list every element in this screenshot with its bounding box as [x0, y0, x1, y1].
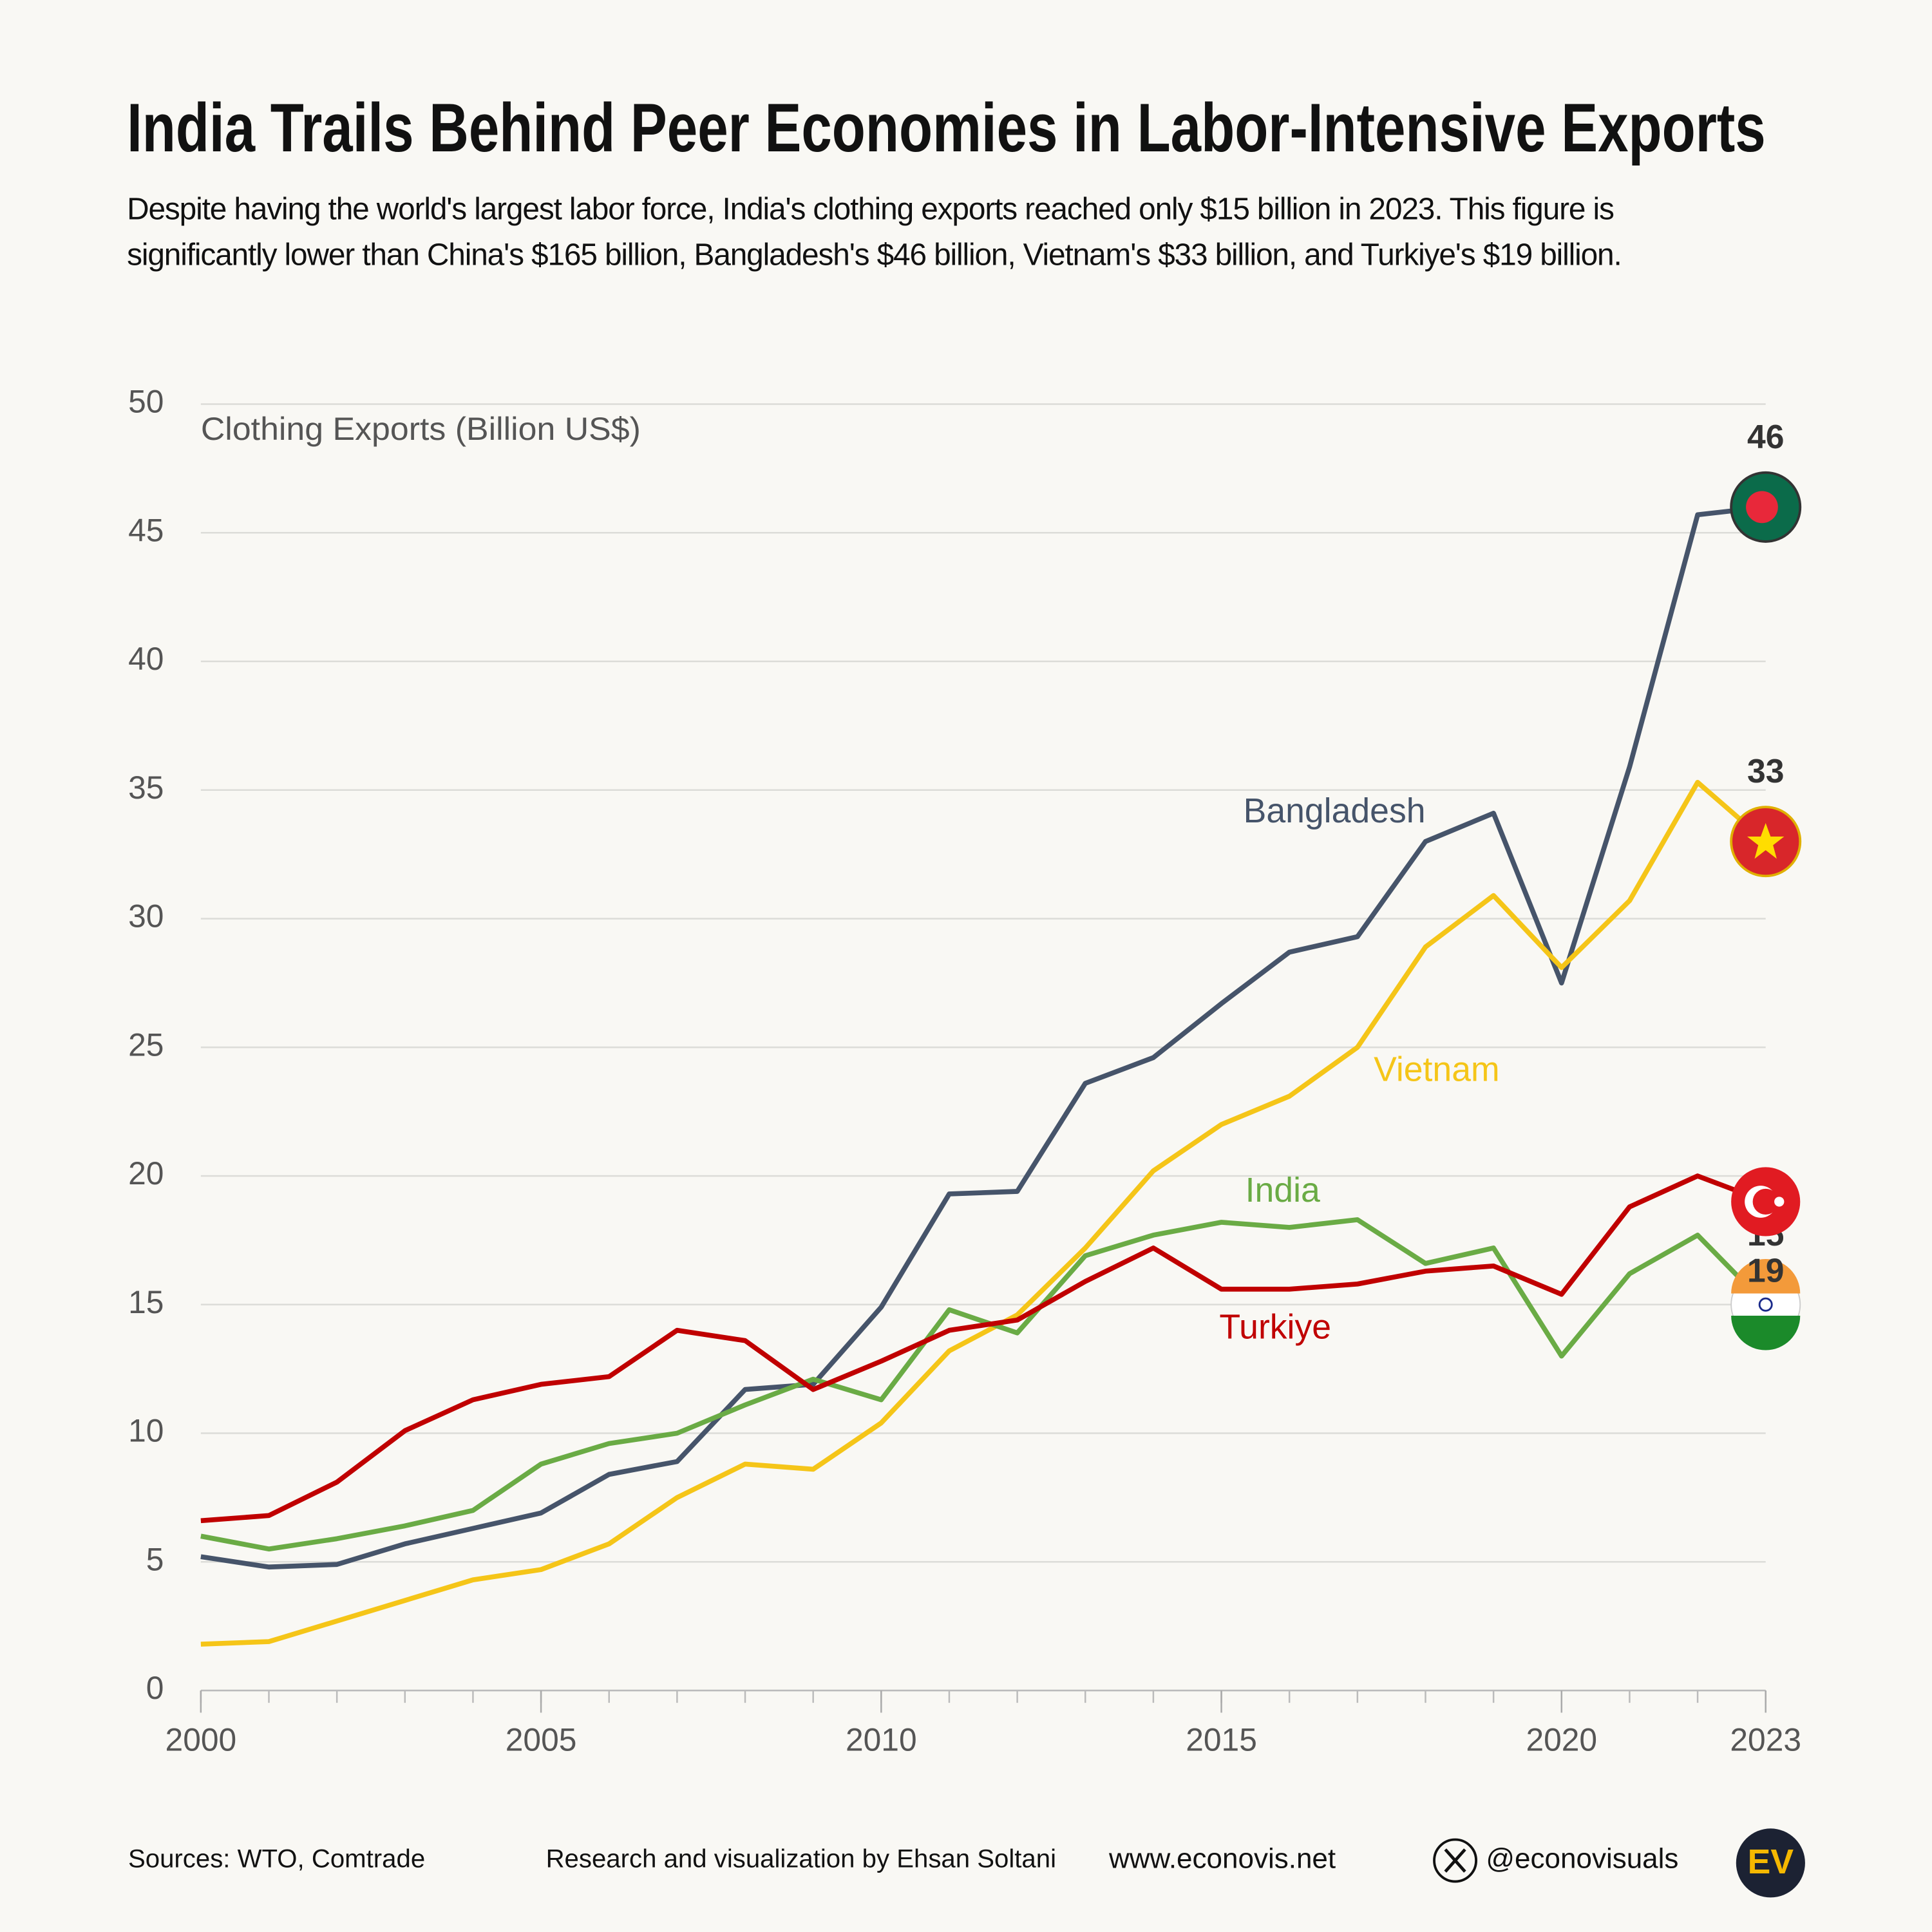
- x-tick-label: 2023: [1730, 1721, 1801, 1757]
- subtitle: Despite having the world's largest labor…: [127, 192, 1622, 272]
- y-tick-label: 20: [128, 1155, 164, 1191]
- flag-detail: [1731, 1258, 1801, 1294]
- handle: @econovisuals: [1486, 1843, 1678, 1875]
- y-tick-label: 50: [128, 384, 164, 420]
- x-icon: [1433, 1838, 1478, 1883]
- chart-title: India Trails Behind Peer Economies in La…: [127, 89, 1766, 166]
- end-value-label: 19: [1747, 1252, 1784, 1289]
- flag-detail: [1746, 491, 1778, 524]
- x-tick-label: 2005: [506, 1721, 577, 1757]
- series-line: [200, 1217, 1768, 1552]
- y-tick-label: 0: [146, 1670, 164, 1706]
- series-label: Turkiye: [1219, 1309, 1331, 1347]
- y-tick-label: 45: [128, 512, 164, 548]
- y-tick-label: 15: [128, 1284, 164, 1320]
- flag-detail: [1774, 1197, 1785, 1207]
- end-value-label: 33: [1747, 752, 1784, 790]
- source: Sources: WTO, Comtrade: [128, 1844, 425, 1873]
- credit: Research and visualization by Ehsan Solt…: [546, 1844, 1056, 1873]
- y-tick-label: 10: [128, 1413, 164, 1449]
- y-tick-label: 35: [128, 770, 164, 806]
- series-line: [200, 1173, 1767, 1524]
- flag-detail: [1752, 1188, 1779, 1215]
- end-value-label: 46: [1747, 418, 1784, 455]
- logo-badge: [1736, 1828, 1805, 1898]
- logo: EV: [1748, 1843, 1794, 1881]
- x-tick-label: 2015: [1186, 1721, 1257, 1757]
- series-label: Bangladesh: [1244, 792, 1426, 830]
- y-tick-label: 30: [128, 898, 164, 934]
- series-line: [200, 504, 1766, 1570]
- flag-detail: [1758, 1297, 1773, 1312]
- x-icon-glyph: [1444, 1848, 1466, 1873]
- series-line: [200, 779, 1768, 1647]
- series-label: India: [1245, 1171, 1320, 1209]
- y-tick-label: 40: [128, 641, 164, 677]
- y-tick-label: 5: [146, 1541, 164, 1577]
- x-tick-label: 2020: [1526, 1721, 1597, 1757]
- x-tick-label: 2010: [846, 1721, 917, 1757]
- y-axis-label: Clothing Exports (Billion US$): [201, 411, 641, 447]
- website: www.econovis.net: [1108, 1843, 1336, 1875]
- flag-detail: [1747, 822, 1785, 859]
- series-label: Vietnam: [1374, 1051, 1500, 1089]
- flag-detail: [1731, 1315, 1801, 1350]
- x-tick-label: 2000: [166, 1721, 237, 1757]
- y-tick-label: 25: [128, 1027, 164, 1063]
